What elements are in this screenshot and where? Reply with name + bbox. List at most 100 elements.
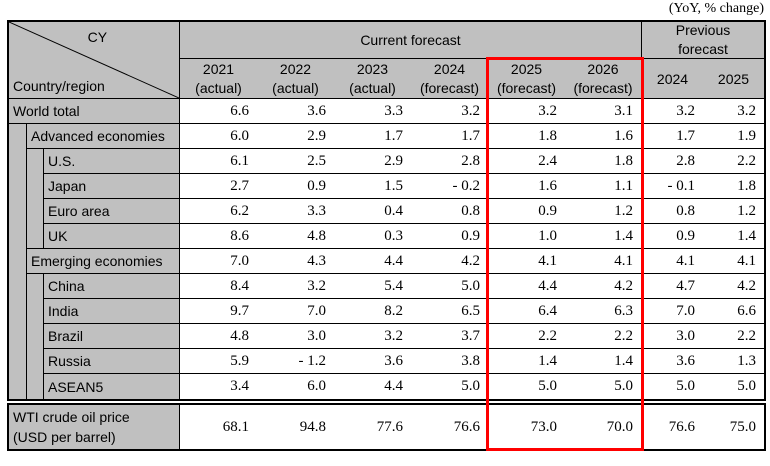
value-cell: 3.2 [642, 99, 703, 124]
value-cell: 4.1 [703, 249, 764, 274]
value-cell: 1.7 [642, 124, 703, 149]
value-cell: 4.4 [384, 378, 403, 394]
value-cell: 6.5 [411, 299, 488, 324]
col-header-2022: 2022 (actual) [257, 59, 334, 99]
value-cell: 5.0 [538, 378, 557, 394]
value-cell: 76.6 [668, 418, 695, 435]
value-cell: 9.7 [180, 299, 257, 324]
value-cell: 5.0 [676, 378, 695, 394]
row-label-russia: Russia [44, 349, 180, 374]
value-cell: 3.2 [411, 99, 488, 124]
value-cell: 3.8 [411, 349, 488, 374]
forecast-table: CY Country/region Current forecast Previ… [7, 20, 766, 401]
country-region-label: Country/region [13, 78, 105, 94]
value-cell: 4.4 [488, 274, 565, 299]
row-label-emerging-economies: Emerging economies [27, 249, 180, 274]
value-cell: 0.9 [257, 174, 334, 199]
value-cell: 1.6 [488, 174, 565, 199]
value-cell: 1.8 [703, 174, 764, 199]
value-cell: 4.3 [257, 249, 334, 274]
value-cell: 2.4 [488, 149, 565, 174]
col-header-2021: 2021 (actual) [180, 59, 257, 99]
col-header-prev-2025: 2025 [703, 59, 764, 99]
col-header-2023: 2023 (actual) [334, 59, 411, 99]
value-cell: 75.0 [729, 418, 756, 435]
value-cell: 3.6 [334, 349, 411, 374]
value-cell: 1.2 [565, 199, 642, 224]
value-cell: 1.2 [703, 199, 764, 224]
value-cell: 77.6 [376, 418, 403, 435]
row-label-brazil: Brazil [44, 324, 180, 349]
value-cell: 68.1 [222, 418, 249, 435]
value-cell: 4.2 [703, 274, 764, 299]
row-label-india: India [44, 299, 180, 324]
value-cell: 0.9 [411, 224, 488, 249]
value-cell: 2.9 [334, 149, 411, 174]
value-cell: 7.0 [257, 299, 334, 324]
value-cell: - 0.2 [411, 174, 488, 199]
value-cell: 0.4 [334, 199, 411, 224]
value-cell: 1.0 [488, 224, 565, 249]
row-label-us: U.S. [44, 149, 180, 174]
value-cell: 0.9 [488, 199, 565, 224]
value-cell: 0.8 [642, 199, 703, 224]
row-label-euro-area: Euro area [44, 199, 180, 224]
value-cell: 6.6 [180, 99, 257, 124]
value-cell: 1.3 [703, 349, 764, 374]
value-cell: 4.8 [257, 224, 334, 249]
value-cell: 4.1 [565, 249, 642, 274]
value-cell: 0.8 [411, 199, 488, 224]
value-cell: 8.6 [180, 224, 257, 249]
value-cell: 3.6 [257, 99, 334, 124]
value-cell: 2.7 [180, 174, 257, 199]
value-cell: 5.0 [737, 378, 756, 394]
value-cell: 2.8 [642, 149, 703, 174]
current-forecast-header: Current forecast [180, 22, 642, 59]
value-cell: 0.3 [334, 224, 411, 249]
value-cell: 5.0 [411, 274, 488, 299]
wti-table: WTI crude oil price (USD per barrel) 68.… [7, 403, 766, 451]
value-cell: 7.0 [180, 249, 257, 274]
value-cell: - 1.2 [257, 349, 334, 374]
row-label-world-total: World total [9, 99, 180, 124]
indent-strip [9, 124, 27, 399]
value-cell: 1.4 [565, 349, 642, 374]
value-cell: 2.5 [257, 149, 334, 174]
value-cell: 3.6 [642, 349, 703, 374]
value-cell: 1.9 [703, 124, 764, 149]
value-cell: 6.1 [180, 149, 257, 174]
value-cell: 3.2 [703, 99, 764, 124]
value-cell: 4.7 [642, 274, 703, 299]
value-cell: 3.4 [230, 378, 249, 394]
value-cell: 7.0 [642, 299, 703, 324]
value-cell: 4.2 [411, 249, 488, 274]
row-label-asean5: ASEAN5 [44, 374, 180, 399]
value-cell: 5.0 [565, 374, 642, 399]
value-cell: 4.2 [565, 274, 642, 299]
value-cell: 8.4 [180, 274, 257, 299]
value-cell: 2.2 [703, 149, 764, 174]
value-cell: 2.2 [703, 324, 764, 349]
value-cell: 5.9 [180, 349, 257, 374]
value-cell: 6.6 [703, 299, 764, 324]
value-cell: 6.4 [488, 299, 565, 324]
row-label-japan: Japan [44, 174, 180, 199]
indent-strip [27, 149, 44, 249]
value-cell: 3.2 [488, 99, 565, 124]
value-cell: 1.8 [565, 149, 642, 174]
cy-label: CY [87, 29, 108, 45]
value-cell: 6.3 [565, 299, 642, 324]
value-cell: 4.1 [488, 249, 565, 274]
value-cell: 0.9 [642, 224, 703, 249]
value-cell: 94.8 [299, 418, 326, 435]
corner-header: CY Country/region [9, 22, 180, 99]
value-cell: 5.0 [461, 378, 480, 394]
value-cell: 1.6 [565, 124, 642, 149]
col-header-2026-forecast: 2026 (forecast) [565, 59, 642, 99]
value-cell: 3.1 [565, 99, 642, 124]
indent-strip [27, 274, 44, 399]
value-cell: 3.7 [411, 324, 488, 349]
row-label-advanced-economies: Advanced economies [27, 124, 180, 149]
value-cell: 1.7 [334, 124, 411, 149]
